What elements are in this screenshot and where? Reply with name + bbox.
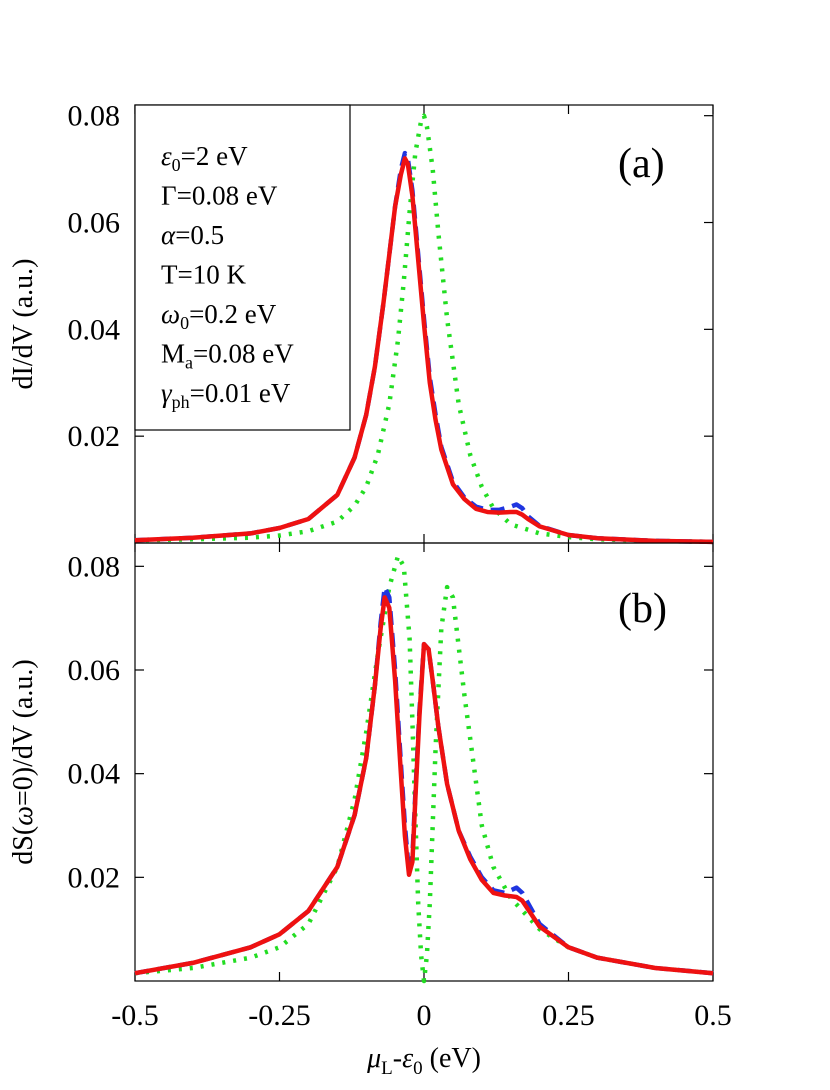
x-tick-label: 0 [417,999,432,1032]
panel-b-label: (b) [618,586,667,632]
parameter-box [134,104,351,431]
x-tick-label: 0.5 [694,999,732,1032]
panel-b-xlabel: μL-ε0 (eV) [366,1043,481,1079]
y-tick-label: 0.04 [68,758,121,791]
panel-a-series [134,113,714,545]
y-tick-label: 0.02 [68,420,121,453]
panel-b-ticks: -0.5 -0.25 0 0.25 0.5 0.02 0.04 0.06 0.08 [68,543,732,1032]
x-tick-label: -0.25 [248,999,311,1032]
x-tick-label: -0.5 [111,999,159,1032]
panel-a-ylabel: dI/dV (a.u.) [8,259,39,390]
parameter-line: Γ=0.08 eV [161,181,278,211]
y-tick-label: 0.06 [68,654,121,687]
series-line-solid [134,595,714,976]
y-tick-label: 0.08 [68,100,121,133]
panel-a-ticks: 0.02 0.04 0.06 0.08 [68,100,714,543]
parameter-lines: ε0=2 eV Γ=0.08 eV α=0.5 T=10 K ω0=0.2 eV Ma=0… [161,141,294,412]
parameter-line: Ma=0.08 eV [161,339,294,373]
parameter-line: γph=0.01 eV [161,378,291,412]
x-tick-label: 0.25 [542,999,595,1032]
panel-b-ylabel: dS(ω=0)/dV (a.u.) [8,659,39,864]
series-line-dotted [134,113,714,545]
y-tick-label: 0.06 [68,207,121,240]
panel-b-series [134,553,714,984]
parameter-line: α=0.5 [161,220,224,250]
y-tick-label: 0.04 [68,313,121,346]
panel-a-legend-box: ε0=2 eV Γ=0.08 eV α=0.5 T=10 K ω0=0.2 eV Ma=0… [134,104,351,431]
panel-a: 0.02 0.04 0.06 0.08 ε0=2 eV Γ=0.08 eV α=0.5 T=… [8,100,714,545]
parameter-line: ω0=0.2 eV [161,299,277,333]
parameter-line: T=10 K [161,260,246,290]
panel-a-label: (a) [618,141,665,187]
series-line-dotted [134,553,714,984]
parameter-line: ε0=2 eV [161,141,248,175]
y-tick-label: 0.08 [68,550,121,583]
panel-b: -0.5 -0.25 0 0.25 0.5 0.02 0.04 0.06 0.08 (b) dS… [8,542,732,1079]
series-line-solid [134,156,714,545]
y-tick-label: 0.02 [68,861,121,894]
